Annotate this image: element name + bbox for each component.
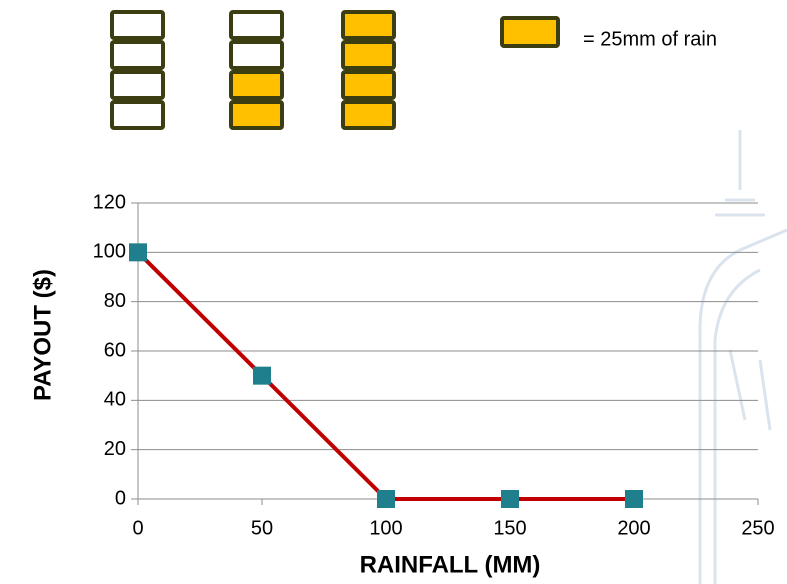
y-tick-label: 80 bbox=[104, 290, 126, 312]
x-tick-label: 0 bbox=[132, 517, 143, 539]
x-tick-label: 50 bbox=[251, 517, 273, 539]
rain-box bbox=[112, 102, 163, 128]
point-marker bbox=[377, 490, 395, 508]
y-tick-label: 100 bbox=[93, 241, 126, 263]
x-tick-label: 150 bbox=[493, 517, 526, 539]
x-tick-label: 100 bbox=[369, 517, 402, 539]
rain-box bbox=[231, 102, 282, 128]
rain-box bbox=[343, 42, 394, 68]
y-tick-label: 60 bbox=[104, 339, 126, 361]
point-marker bbox=[501, 490, 519, 508]
legend-text: = 25mm of rain bbox=[583, 28, 717, 50]
point-marker bbox=[253, 367, 271, 385]
watermark bbox=[700, 130, 787, 584]
rain-box bbox=[112, 72, 163, 98]
y-tick-label: 0 bbox=[115, 487, 126, 509]
x-tick-label: 250 bbox=[741, 517, 774, 539]
point-marker bbox=[625, 490, 643, 508]
rain-box bbox=[343, 72, 394, 98]
y-tick-label: 20 bbox=[104, 438, 126, 460]
y-tick-label: 40 bbox=[104, 389, 126, 411]
y-tick-label: 120 bbox=[93, 191, 126, 213]
rain-box bbox=[343, 102, 394, 128]
rain-box bbox=[343, 12, 394, 38]
x-tick-label: 200 bbox=[617, 517, 650, 539]
rain-box bbox=[112, 42, 163, 68]
rain-box bbox=[112, 12, 163, 38]
series-line bbox=[138, 252, 634, 499]
rain-box bbox=[231, 12, 282, 38]
y-axis-title: PAYOUT ($) bbox=[29, 269, 56, 401]
chart: = 25mm of rain RAINFALL (MM) PAYOUT ($) … bbox=[0, 0, 787, 584]
legend-swatch bbox=[502, 18, 558, 46]
point-marker bbox=[129, 243, 147, 261]
rain-box bbox=[231, 42, 282, 68]
rain-box bbox=[231, 72, 282, 98]
x-axis-title: RAINFALL (MM) bbox=[360, 551, 541, 578]
